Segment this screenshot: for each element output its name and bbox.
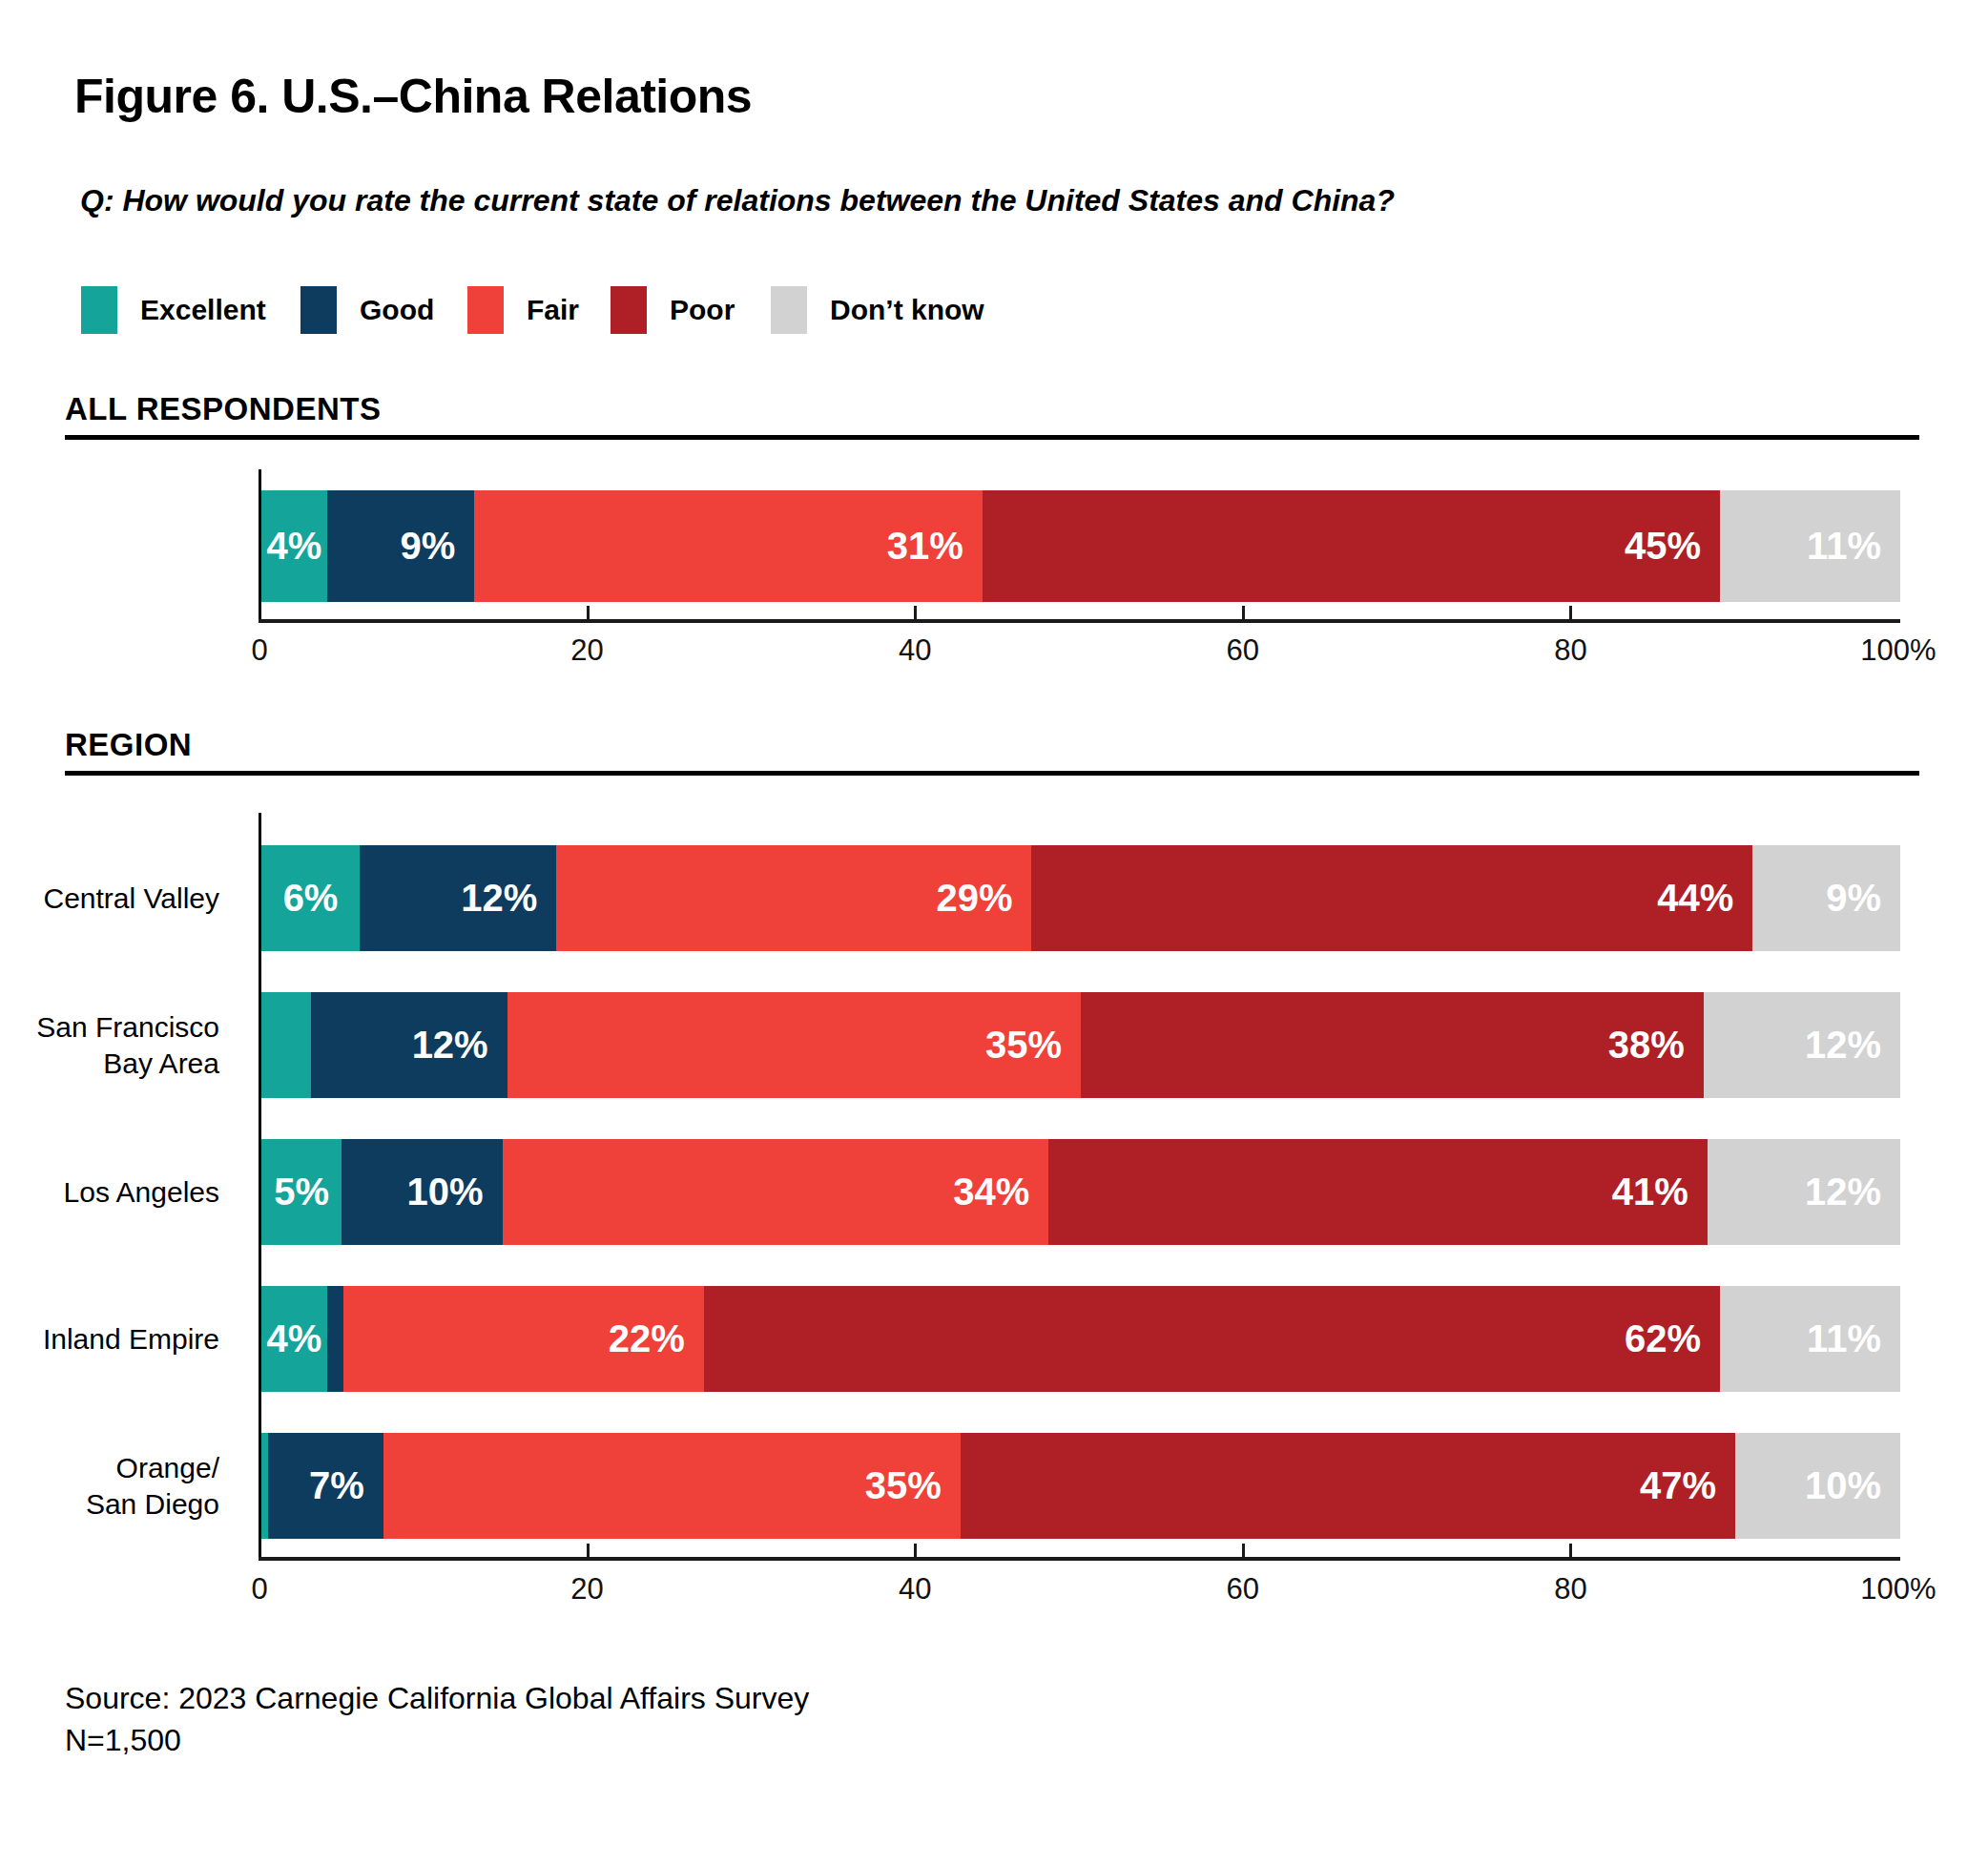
bar-segment-don-t-know: 11% — [1720, 1286, 1900, 1392]
bar-segment-poor: 47% — [961, 1433, 1735, 1539]
segment-value-label: 9% — [1826, 877, 1881, 920]
x-axis-tick — [914, 1544, 917, 1557]
x-axis-tick-label: 40 — [848, 1572, 982, 1607]
x-axis-tick-label: 80 — [1503, 1572, 1637, 1607]
row-label-line: San Francisco — [36, 1009, 219, 1046]
row-label: Central Valley — [0, 845, 219, 951]
bar-segment-excellent: 5% — [261, 1139, 342, 1245]
figure-canvas: Figure 6. U.S.–China Relations Q: How wo… — [0, 0, 1988, 1866]
bar-row: 6% 12% 29% 44% 9% — [261, 845, 1900, 951]
source-note: Source: 2023 Carnegie California Global … — [65, 1681, 809, 1716]
bar-segment-fair: 35% — [507, 992, 1081, 1098]
bar-segment-good: 12% — [311, 992, 507, 1098]
bar-segment-good: 10% — [342, 1139, 502, 1245]
segment-value-label: 7% — [309, 1464, 364, 1507]
bar-row: 5% 10% 34% 41% 12% — [261, 1139, 1900, 1245]
x-axis-tick — [1242, 1544, 1245, 1557]
row-label: Los Angeles — [0, 1139, 219, 1245]
row-label-line: Central Valley — [43, 881, 219, 917]
row-label: Orange/San Diego — [0, 1433, 219, 1539]
sample-size-note: N=1,500 — [65, 1723, 181, 1758]
row-label: San FranciscoBay Area — [0, 992, 219, 1098]
segment-value-label: 12% — [1805, 1171, 1881, 1213]
row-label-line: Los Angeles — [64, 1174, 219, 1211]
x-axis-line — [259, 1557, 1900, 1561]
x-axis-tick-label: 60 — [1176, 1572, 1310, 1607]
segment-value-label: 29% — [936, 877, 1012, 920]
x-axis-tick-label: 0 — [193, 1572, 326, 1607]
segment-value-label: 10% — [1805, 1464, 1881, 1507]
bar-segment-excellent — [261, 992, 311, 1098]
row-label-line: Inland Empire — [43, 1321, 219, 1358]
segment-value-label: 5% — [274, 1171, 329, 1213]
row-label: Inland Empire — [0, 1286, 219, 1392]
bar-segment-fair: 35% — [383, 1433, 961, 1539]
segment-value-label: 62% — [1625, 1317, 1701, 1360]
segment-value-label: 34% — [953, 1171, 1029, 1213]
segment-value-label: 6% — [283, 877, 339, 920]
bar-segment-good: 7% — [268, 1433, 383, 1539]
segment-value-label: 12% — [1805, 1024, 1881, 1067]
bar-row: 12% 35% 38% 12% — [261, 992, 1900, 1098]
bar-segment-poor: 38% — [1081, 992, 1704, 1098]
bar-segment-poor: 44% — [1031, 845, 1752, 951]
bar-segment-good: 12% — [360, 845, 556, 951]
bar-segment-fair: 22% — [343, 1286, 704, 1392]
bar-segment-poor: 41% — [1048, 1139, 1708, 1245]
bar-segment-don-t-know: 10% — [1735, 1433, 1900, 1539]
segment-value-label: 41% — [1612, 1171, 1688, 1213]
bar-segment-good — [327, 1286, 343, 1392]
segment-value-label: 44% — [1657, 877, 1733, 920]
x-axis-tick-label: 20 — [521, 1572, 654, 1607]
bar-segment-excellent: 4% — [261, 1286, 327, 1392]
segment-value-label: 22% — [609, 1317, 685, 1360]
segment-value-label: 4% — [266, 1317, 321, 1360]
segment-value-label: 38% — [1608, 1024, 1685, 1067]
segment-value-label: 11% — [1807, 1317, 1881, 1360]
bar-row: 4% 22% 62% 11% — [261, 1286, 1900, 1392]
segment-value-label: 10% — [407, 1171, 484, 1213]
bar-segment-fair: 29% — [556, 845, 1031, 951]
bar-segment-excellent: 6% — [261, 845, 360, 951]
bar-segment-poor: 62% — [704, 1286, 1720, 1392]
x-axis-tick-label: 100% — [1832, 1572, 1965, 1607]
row-label-line: Bay Area — [103, 1046, 219, 1082]
chart-region: 0 20 40 60 80 100% Central Valley 6% 12% 29% 44% 9%… — [0, 0, 1988, 1866]
segment-value-label: 47% — [1640, 1464, 1716, 1507]
x-axis-tick — [587, 1544, 590, 1557]
x-axis-tick — [1569, 1544, 1572, 1557]
bar-segment-don-t-know: 12% — [1704, 992, 1900, 1098]
segment-value-label: 35% — [985, 1024, 1062, 1067]
segment-value-label: 12% — [412, 1024, 488, 1067]
segment-value-label: 12% — [461, 877, 537, 920]
bar-segment-fair: 34% — [503, 1139, 1049, 1245]
row-label-line: Orange/ — [116, 1450, 219, 1486]
row-label-line: San Diego — [86, 1486, 219, 1523]
bar-segment-excellent — [261, 1433, 268, 1539]
bar-row: 7% 35% 47% 10% — [261, 1433, 1900, 1539]
segment-value-label: 35% — [865, 1464, 942, 1507]
bar-segment-don-t-know: 9% — [1752, 845, 1900, 951]
bar-segment-don-t-know: 12% — [1708, 1139, 1900, 1245]
